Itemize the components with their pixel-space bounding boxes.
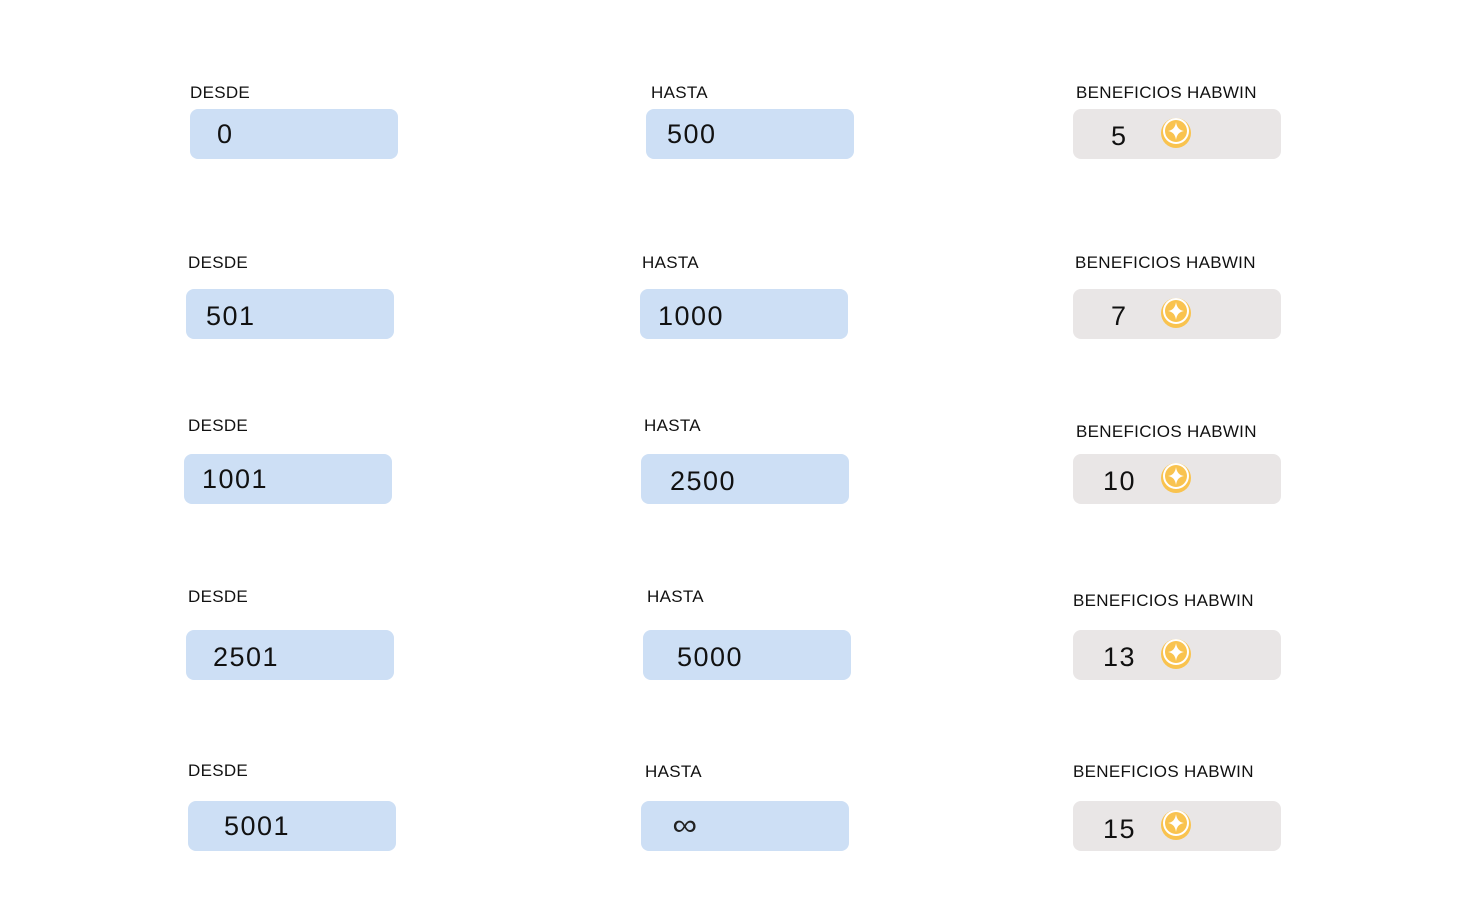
tier-row-5: DESDE 5001 HASTA ∞ BENEFICIOS HABWIN 15	[0, 761, 1458, 881]
to-label: HASTA	[647, 587, 704, 606]
to-value: 2500	[670, 465, 737, 496]
habwin-coin-icon	[1159, 295, 1195, 333]
habwin-coin-icon	[1159, 636, 1195, 674]
tier-row-3: DESDE 1001 HASTA 2500 BENEFICIOS HABWIN …	[0, 416, 1458, 536]
from-input[interactable]: 501	[186, 289, 394, 339]
habwin-coin-icon	[1159, 115, 1195, 153]
from-value: 5001	[224, 810, 291, 841]
from-label: DESDE	[188, 253, 249, 272]
to-value: 5000	[677, 641, 744, 672]
to-input[interactable]: 5000	[643, 630, 851, 680]
from-label: DESDE	[188, 587, 249, 606]
from-input[interactable]: 5001	[188, 801, 396, 851]
benefit-value: 5	[1111, 120, 1128, 151]
to-input[interactable]: 500	[646, 109, 854, 159]
to-input[interactable]: 2500	[641, 454, 849, 504]
from-input[interactable]: 1001	[184, 454, 392, 504]
from-value: 1001	[202, 463, 269, 494]
benefit-value: 15	[1103, 813, 1137, 844]
benefit-label: BENEFICIOS HABWIN	[1073, 762, 1254, 781]
from-value: 501	[206, 300, 256, 331]
from-input[interactable]: 2501	[186, 630, 394, 680]
from-value: 2501	[213, 641, 280, 672]
benefit-input[interactable]: 13	[1073, 630, 1281, 680]
from-label: DESDE	[188, 761, 249, 780]
to-label: HASTA	[645, 762, 702, 781]
habwin-coin-icon	[1159, 460, 1195, 498]
tier-row-2: DESDE 501 HASTA 1000 BENEFICIOS HABWIN 7	[0, 253, 1458, 373]
to-label: HASTA	[644, 416, 701, 435]
from-value: 0	[217, 118, 234, 149]
benefit-input[interactable]: 10	[1073, 454, 1281, 504]
habwin-coin-icon	[1159, 807, 1195, 845]
from-label: DESDE	[188, 416, 249, 435]
to-label: HASTA	[651, 83, 708, 102]
benefit-input[interactable]: 15	[1073, 801, 1281, 851]
benefit-value: 10	[1103, 465, 1137, 496]
benefit-value: 7	[1111, 300, 1128, 331]
from-input[interactable]: 0	[190, 109, 398, 159]
benefit-input[interactable]: 5	[1073, 109, 1281, 159]
to-value: ∞	[672, 809, 697, 842]
benefit-label: BENEFICIOS HABWIN	[1073, 591, 1254, 610]
to-input[interactable]: 1000	[640, 289, 848, 339]
benefit-label: BENEFICIOS HABWIN	[1075, 253, 1256, 272]
benefit-value: 13	[1103, 641, 1137, 672]
benefit-label: BENEFICIOS HABWIN	[1076, 422, 1257, 441]
benefit-input[interactable]: 7	[1073, 289, 1281, 339]
benefit-label: BENEFICIOS HABWIN	[1076, 83, 1257, 102]
to-value: 1000	[658, 300, 725, 331]
tier-row-4: DESDE 2501 HASTA 5000 BENEFICIOS HABWIN …	[0, 587, 1458, 707]
from-label: DESDE	[190, 83, 251, 102]
to-input[interactable]: ∞	[641, 801, 849, 851]
tier-row-1: DESDE 0 HASTA 500 BENEFICIOS HABWIN 5	[0, 83, 1458, 203]
to-value: 500	[667, 118, 717, 149]
to-label: HASTA	[642, 253, 699, 272]
